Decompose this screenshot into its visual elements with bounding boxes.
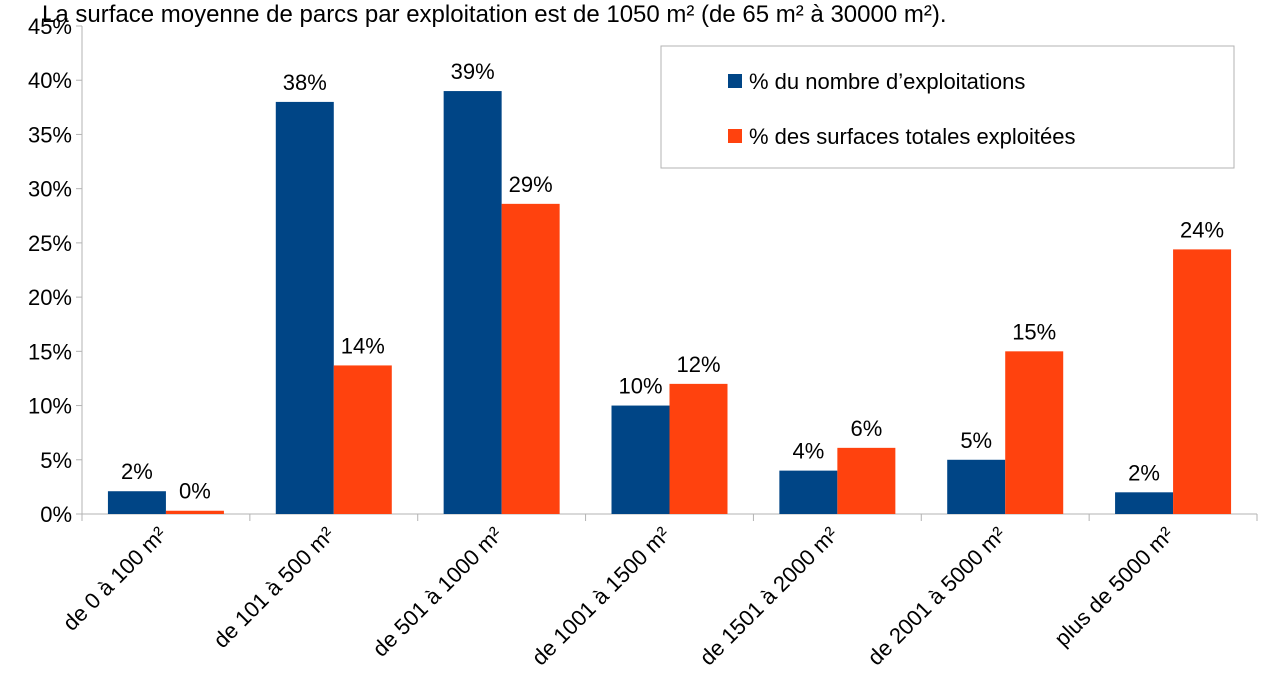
- data-label-series-1: 2%: [121, 459, 153, 484]
- x-tick-label: de 501 à 1000 m²: [368, 522, 508, 662]
- bar-series-1: [1115, 492, 1174, 514]
- x-tick-label: plus de 5000 m²: [1049, 522, 1178, 651]
- data-label-series-2: 24%: [1180, 217, 1224, 242]
- data-label-series-2: 0%: [179, 479, 211, 504]
- y-tick-label: 35%: [28, 122, 72, 147]
- data-label-series-2: 15%: [1012, 319, 1056, 344]
- y-tick-label: 5%: [40, 448, 72, 473]
- legend-box: [660, 45, 1235, 169]
- y-tick-label: 30%: [28, 177, 72, 202]
- bar-series-2: [1005, 351, 1064, 514]
- bar-series-2: [1173, 249, 1232, 514]
- data-label-series-2: 29%: [509, 172, 553, 197]
- data-label-series-2: 14%: [341, 333, 385, 358]
- y-tick-label: 0%: [40, 502, 72, 527]
- x-tick-label: de 101 à 500 m²: [208, 522, 339, 653]
- legend-swatch-series-2: [728, 129, 742, 143]
- data-label-series-1: 4%: [792, 439, 824, 464]
- x-tick-label: de 2001 à 5000 m²: [862, 522, 1010, 670]
- bar-series-1: [611, 405, 670, 514]
- legend-label-series-1: % du nombre d’exploitations: [749, 69, 1025, 94]
- y-tick-label: 25%: [28, 231, 72, 256]
- chart-title: La surface moyenne de parcs par exploita…: [42, 1, 947, 28]
- bar-series-2: [165, 510, 224, 514]
- bar-series-2: [333, 365, 392, 514]
- x-tick-label: de 1501 à 2000 m²: [695, 522, 843, 670]
- data-label-series-1: 2%: [1128, 460, 1160, 485]
- bar-series-2: [669, 383, 728, 514]
- bar-series-2: [501, 203, 560, 515]
- data-label-series-1: 5%: [960, 428, 992, 453]
- x-tick-label: de 0 à 100 m²: [58, 522, 172, 636]
- data-label-series-2: 6%: [850, 416, 882, 441]
- bar-series-1: [443, 91, 502, 515]
- x-tick-label: de 1001 à 1500 m²: [527, 522, 675, 670]
- bar-series-2: [837, 447, 896, 514]
- data-label-series-1: 38%: [283, 70, 327, 95]
- legend-label-series-2: % des surfaces totales exploitées: [749, 124, 1076, 149]
- bar-series-1: [107, 491, 166, 514]
- y-tick-label: 10%: [28, 394, 72, 419]
- data-labels: 2% 38% 39% 10% 4% 5% 2% 0% 14% 29% 12% 6% 15% 24%: [121, 59, 1224, 504]
- legend: % du nombre d’exploitations % des surfac…: [660, 45, 1235, 169]
- y-tick-label: 15%: [28, 339, 72, 364]
- data-label-series-1: 10%: [618, 374, 662, 399]
- bar-series-1: [275, 101, 334, 515]
- bar-series-1: [947, 459, 1006, 514]
- bars: [107, 91, 1232, 515]
- bar-series-1: [779, 470, 838, 514]
- data-label-series-1: 39%: [451, 59, 495, 84]
- data-label-series-2: 12%: [676, 352, 720, 377]
- y-tick-label: 20%: [28, 285, 72, 310]
- y-tick-label: 45%: [28, 14, 72, 39]
- y-tick-label: 40%: [28, 68, 72, 93]
- legend-swatch-series-1: [728, 74, 742, 88]
